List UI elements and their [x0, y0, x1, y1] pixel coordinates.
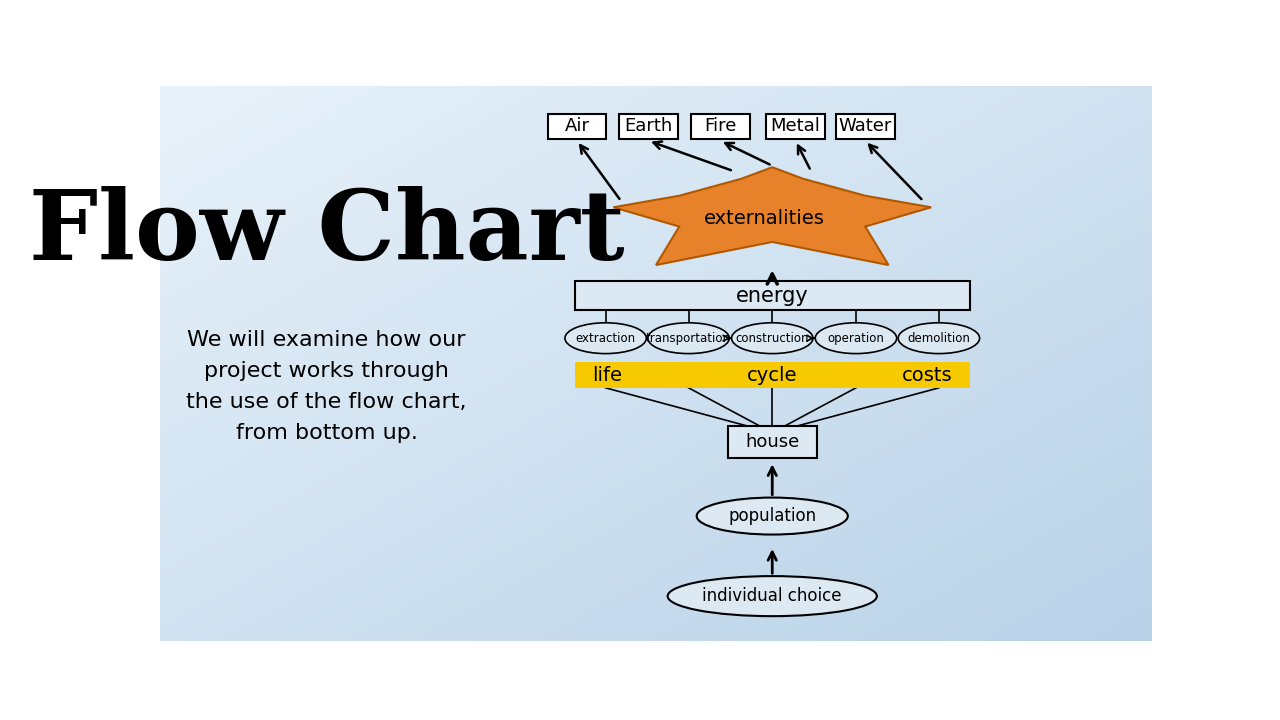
- Text: Fire: Fire: [704, 117, 736, 135]
- Bar: [618, 114, 677, 139]
- Text: Earth: Earth: [625, 117, 672, 135]
- Text: transportation: transportation: [646, 332, 731, 345]
- Text: house: house: [745, 433, 800, 451]
- Text: Air: Air: [564, 117, 590, 135]
- Bar: [765, 114, 824, 139]
- Ellipse shape: [899, 323, 979, 354]
- Text: Flow Chart: Flow Chart: [28, 186, 625, 279]
- Text: We will examine how our
project works through
the use of the flow chart,
from bo: We will examine how our project works th…: [187, 330, 467, 444]
- Bar: [575, 362, 970, 388]
- Bar: [836, 114, 895, 139]
- Text: Metal: Metal: [771, 117, 820, 135]
- Polygon shape: [613, 167, 931, 265]
- Text: individual choice: individual choice: [703, 587, 842, 605]
- Text: Water: Water: [838, 117, 892, 135]
- Text: energy: energy: [736, 286, 809, 306]
- Ellipse shape: [696, 498, 847, 534]
- Text: construction: construction: [736, 332, 809, 345]
- Text: extraction: extraction: [576, 332, 636, 345]
- Text: costs: costs: [902, 366, 952, 384]
- Text: cycle: cycle: [748, 366, 797, 384]
- Text: life: life: [591, 366, 622, 384]
- Bar: [691, 114, 750, 139]
- Text: demolition: demolition: [908, 332, 970, 345]
- Ellipse shape: [668, 576, 877, 616]
- Ellipse shape: [564, 323, 646, 354]
- Text: externalities: externalities: [704, 210, 824, 228]
- Bar: [548, 114, 607, 139]
- Text: operation: operation: [827, 332, 884, 345]
- Text: population: population: [728, 507, 817, 525]
- Ellipse shape: [732, 323, 813, 354]
- Ellipse shape: [648, 323, 730, 354]
- Bar: [575, 282, 970, 310]
- Bar: [728, 426, 817, 459]
- Ellipse shape: [815, 323, 896, 354]
